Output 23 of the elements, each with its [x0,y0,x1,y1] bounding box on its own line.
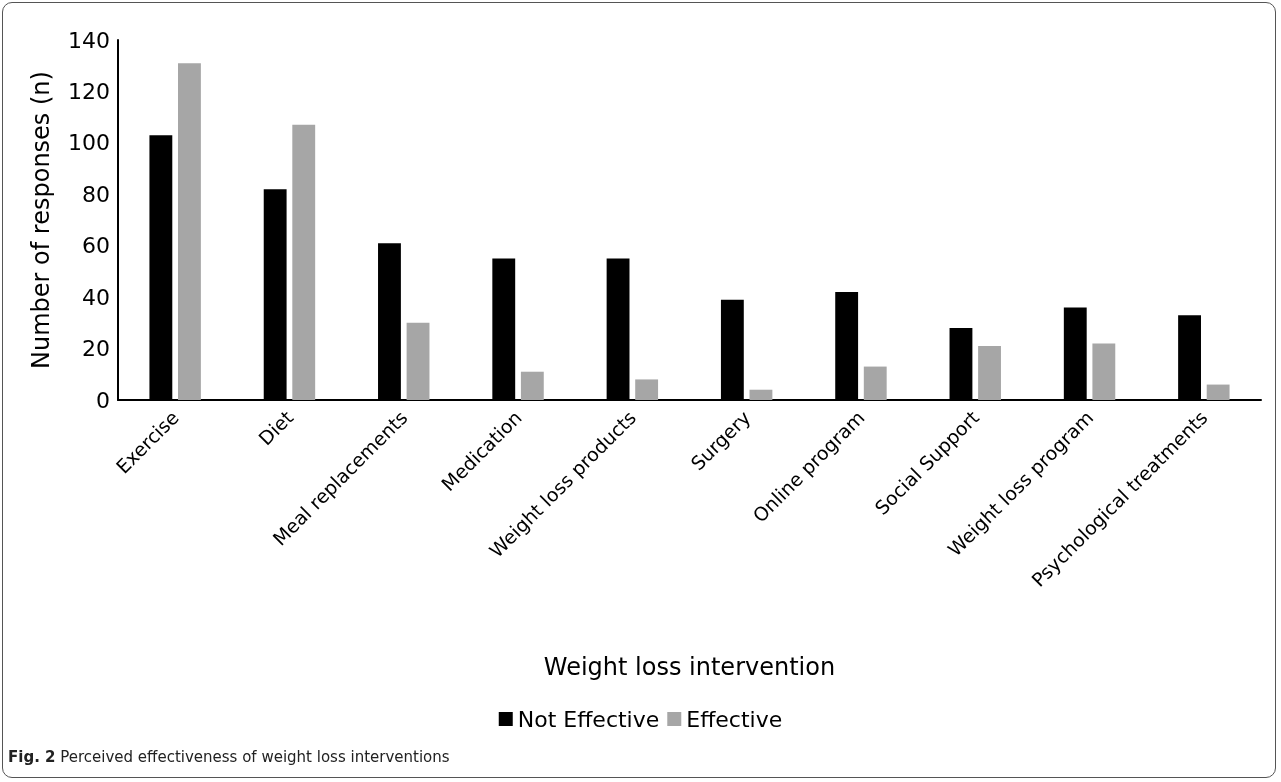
legend-label: Effective [686,706,783,732]
bar [1206,384,1230,400]
x-axis-title: Weight loss intervention [543,653,836,681]
bar [520,371,544,400]
bar [178,63,201,400]
caption: Fig. 2 Perceived effectiveness of weight loss interventions [8,748,450,766]
y-tick-label: 0 [96,387,110,413]
bar [863,366,887,400]
y-tick-label: 140 [68,27,110,53]
y-tick-label: 20 [82,336,110,362]
bar [978,346,1001,400]
bar [292,124,316,400]
bar [749,389,773,400]
bar [406,322,430,400]
y-tick-label: 60 [82,233,110,259]
y-axis-title: Number of responses (n) [27,71,55,369]
y-tick-label: 120 [68,78,110,104]
legend-label: Not Effective [517,706,660,732]
bar [635,379,659,400]
y-tick-label: 80 [82,181,110,207]
bar [1092,343,1116,400]
y-tick-label: 100 [68,130,110,156]
y-tick-label: 40 [82,284,110,310]
